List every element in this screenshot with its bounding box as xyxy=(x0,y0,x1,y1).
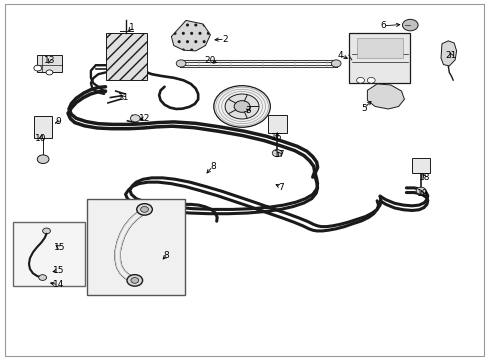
Text: 10: 10 xyxy=(35,134,47,143)
Text: 14: 14 xyxy=(52,280,64,289)
Circle shape xyxy=(366,77,374,83)
Circle shape xyxy=(131,278,139,283)
Circle shape xyxy=(127,275,142,286)
Text: 3: 3 xyxy=(245,106,251,115)
Circle shape xyxy=(272,149,282,157)
Circle shape xyxy=(213,86,270,127)
Text: 15: 15 xyxy=(53,243,65,252)
Text: 11: 11 xyxy=(118,93,129,102)
Text: 21: 21 xyxy=(445,51,456,60)
Text: 18: 18 xyxy=(418,173,430,182)
Circle shape xyxy=(130,115,140,122)
Polygon shape xyxy=(171,21,210,51)
Text: 16: 16 xyxy=(271,133,283,142)
Text: 17: 17 xyxy=(274,150,285,159)
Circle shape xyxy=(46,70,53,75)
FancyBboxPatch shape xyxy=(348,33,409,83)
Text: 20: 20 xyxy=(204,57,216,66)
Bar xyxy=(267,116,287,133)
Text: 4: 4 xyxy=(337,51,342,60)
FancyBboxPatch shape xyxy=(105,33,147,80)
Text: 8: 8 xyxy=(209,162,215,171)
FancyBboxPatch shape xyxy=(37,55,61,72)
Circle shape xyxy=(234,101,249,112)
Text: 2: 2 xyxy=(222,35,227,44)
Circle shape xyxy=(330,60,340,67)
Circle shape xyxy=(176,60,185,67)
Text: 12: 12 xyxy=(139,114,150,123)
FancyBboxPatch shape xyxy=(356,39,402,58)
Circle shape xyxy=(37,155,49,163)
Text: 9: 9 xyxy=(55,117,61,126)
Circle shape xyxy=(402,19,417,31)
Polygon shape xyxy=(440,41,456,66)
Bar xyxy=(411,158,429,173)
Text: 15: 15 xyxy=(52,266,64,275)
Circle shape xyxy=(39,275,46,280)
Bar xyxy=(87,199,184,296)
Bar xyxy=(13,222,85,286)
Circle shape xyxy=(34,65,41,71)
Text: 13: 13 xyxy=(43,56,55,65)
Circle shape xyxy=(224,94,259,119)
Text: 8: 8 xyxy=(163,251,169,260)
Text: 7: 7 xyxy=(278,183,284,192)
Polygon shape xyxy=(366,84,404,109)
Text: 6: 6 xyxy=(380,21,386,30)
Bar xyxy=(34,116,52,138)
Circle shape xyxy=(415,187,425,194)
Text: 19: 19 xyxy=(416,189,427,198)
Circle shape xyxy=(356,77,364,83)
Circle shape xyxy=(137,204,152,215)
Circle shape xyxy=(141,207,148,212)
Text: 5: 5 xyxy=(360,104,366,113)
Text: 1: 1 xyxy=(128,23,134,32)
Circle shape xyxy=(42,228,50,234)
